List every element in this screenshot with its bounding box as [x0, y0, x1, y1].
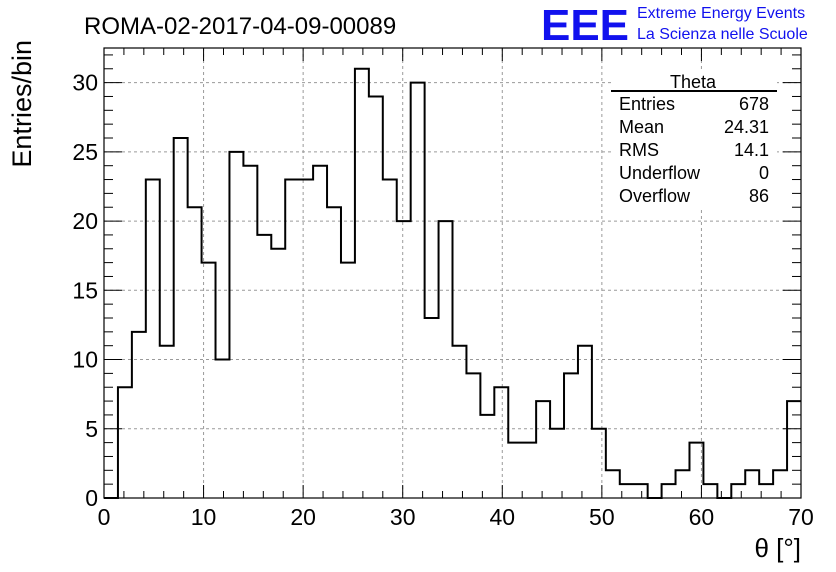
stats-row-value: 0 [759, 163, 769, 183]
plot-frame [103, 47, 802, 499]
histogram-bars [104, 67, 801, 499]
histogram-bin [299, 180, 313, 498]
histogram-bin [313, 166, 327, 498]
histogram-bin [132, 332, 146, 498]
histogram-bin [341, 263, 355, 498]
y-tick-label: 0 [85, 485, 98, 511]
histogram-bin [550, 429, 564, 498]
x-axis-label: θ [°] [754, 533, 801, 563]
histogram-bin [453, 346, 467, 498]
x-tick-label: 40 [489, 504, 515, 530]
histogram-bin [188, 207, 202, 498]
histogram-bin [676, 470, 690, 498]
x-tick-label: 30 [390, 504, 416, 530]
stats-row-label: Underflow [619, 163, 701, 183]
x-tick-label: 20 [290, 504, 316, 530]
histogram-bin [160, 346, 174, 498]
y-tick-label: 25 [72, 139, 98, 165]
histogram-bin [355, 69, 369, 498]
logo-line-2: La Scienza nelle Scuole [637, 26, 808, 43]
stats-title: Theta [670, 72, 717, 92]
histogram-bin [536, 401, 550, 498]
histogram-bin [522, 443, 536, 498]
x-tick-label: 60 [689, 504, 715, 530]
histogram-bin [369, 96, 383, 498]
x-tick-label: 0 [98, 504, 111, 530]
histogram-bin [634, 484, 648, 498]
histogram-bin [174, 138, 188, 498]
x-axis-ticks: 0 10 20 30 40 50 60 70 [98, 48, 814, 530]
logo-mark: EEE [541, 1, 629, 50]
histogram-bin [578, 346, 592, 498]
stats-row-label: Mean [619, 117, 664, 137]
y-tick-label: 20 [72, 208, 98, 234]
stats-box-background [611, 71, 777, 210]
stats-box: Theta Entries 678 Mean 24.31 RMS 14.1 Underflo… [611, 71, 777, 210]
histogram-bin [773, 470, 787, 498]
stats-row-value: 86 [749, 186, 769, 206]
histogram-bin [745, 470, 759, 498]
histogram-bin [731, 484, 745, 498]
histogram-bin [480, 415, 494, 498]
chart-title: ROMA-02-2017-04-09-00089 [84, 13, 396, 40]
stats-row-label: RMS [619, 140, 659, 160]
histogram-bin [592, 429, 606, 498]
histogram-bin [662, 484, 676, 498]
histogram-bin [508, 443, 522, 498]
y-tick-label: 30 [72, 70, 98, 96]
histogram-bin [383, 180, 397, 498]
y-axis-label: Entries/bin [7, 40, 37, 168]
histogram-bin [271, 249, 285, 498]
stats-row-label: Entries [619, 94, 675, 114]
histogram-bin [439, 221, 453, 498]
stats-rows: Entries 678 Mean 24.31 RMS 14.1 Underflow 0 Over… [619, 94, 769, 206]
y-axis-ticks: 0 5 10 15 20 25 30 [72, 54, 801, 511]
x-tick-label: 10 [191, 504, 217, 530]
histogram-bin [787, 401, 801, 498]
histogram-bin [243, 166, 257, 498]
histogram-bin [606, 470, 620, 498]
histogram-bin [703, 484, 717, 498]
histogram-bin [397, 221, 411, 498]
stats-row-value: 14.1 [734, 140, 769, 160]
histogram-bin [425, 318, 439, 498]
histogram-bin [285, 180, 299, 498]
histogram-bin [466, 373, 480, 498]
y-tick-label: 5 [85, 416, 98, 442]
stats-row-label: Overflow [619, 186, 691, 206]
stats-row-value: 678 [739, 94, 769, 114]
histogram-bin [216, 360, 230, 498]
histogram-bin [494, 387, 508, 498]
histogram-bin [202, 263, 216, 498]
y-tick-label: 10 [72, 347, 98, 373]
histogram-bin [411, 83, 425, 498]
histogram-bin [564, 373, 578, 498]
x-tick-label: 70 [788, 504, 814, 530]
stats-row-value: 24.31 [724, 117, 769, 137]
x-tick-label: 50 [589, 504, 615, 530]
histogram-bin [257, 235, 271, 498]
histogram-bin [118, 387, 132, 498]
y-tick-label: 15 [72, 277, 98, 303]
eee-logo: EEE Extreme Energy Events La Scienza nel… [541, 1, 808, 50]
logo-line-1: Extreme Energy Events [637, 5, 805, 22]
histogram-bin [146, 180, 160, 498]
histogram-bin [229, 152, 243, 498]
histogram-bin [327, 207, 341, 498]
histogram-outline [104, 67, 801, 499]
